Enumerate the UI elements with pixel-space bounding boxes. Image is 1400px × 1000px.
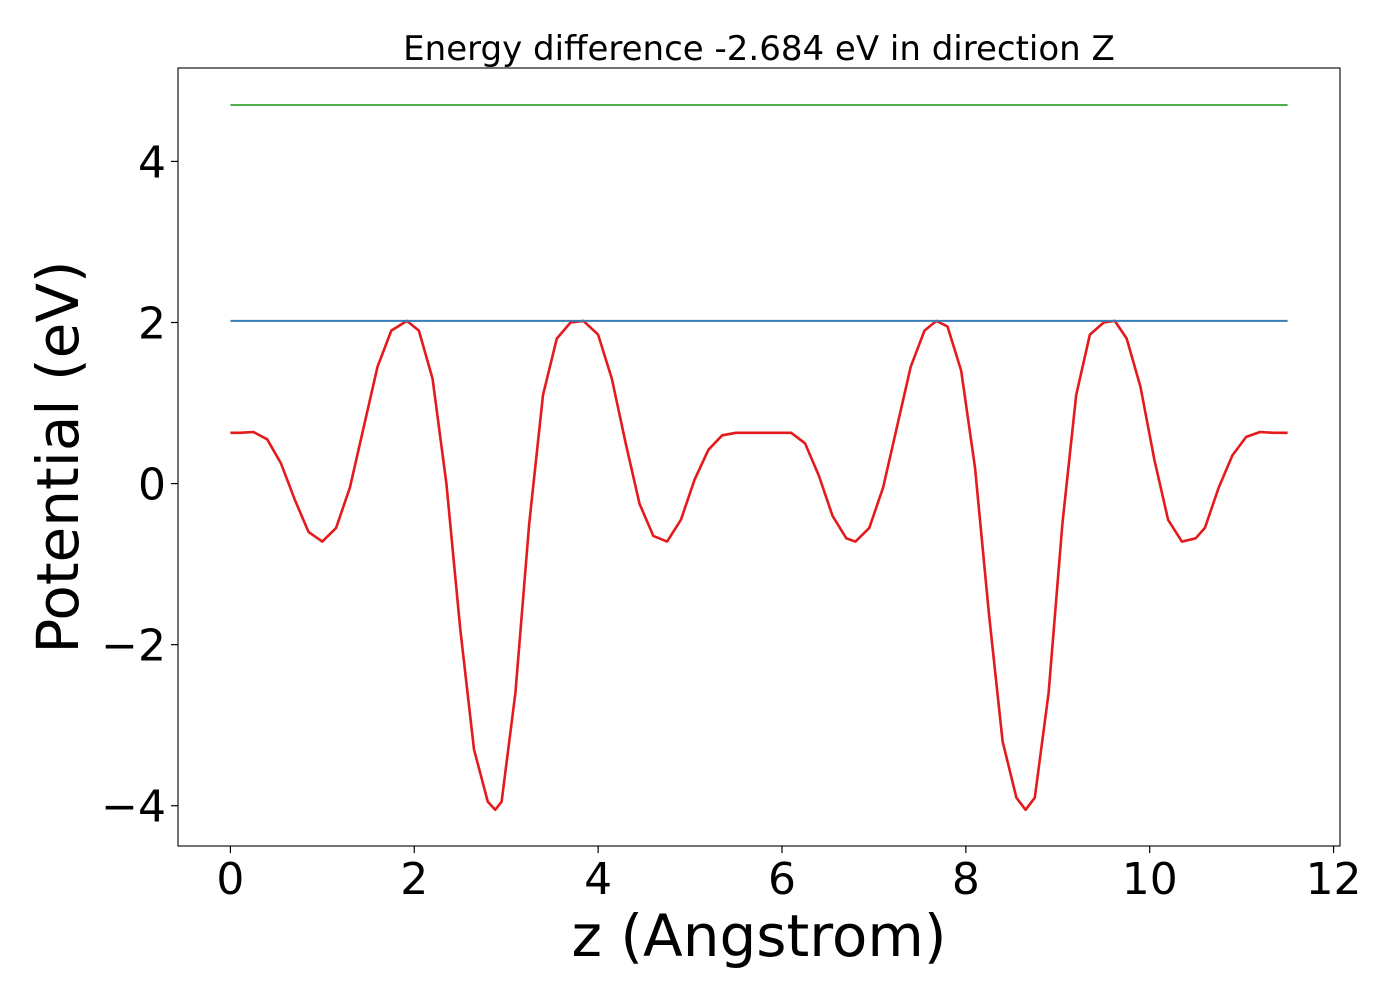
chart-title: Energy difference -2.684 eV in direction… xyxy=(403,29,1115,69)
y-tick-label: 4 xyxy=(138,137,166,188)
series-layer xyxy=(230,104,1288,812)
x-tick-label: 12 xyxy=(1306,854,1362,905)
x-tick-label: 10 xyxy=(1122,854,1178,905)
y-axis-ticks: −4 −2 0 2 4 xyxy=(101,137,178,833)
plot-area-frame xyxy=(177,67,1341,847)
y-tick-label: 0 xyxy=(138,460,166,511)
series-line-1 xyxy=(230,319,1288,812)
x-tick-label: 4 xyxy=(584,854,612,905)
x-axis-ticks: 0 2 4 6 8 10 12 xyxy=(216,846,1362,905)
x-tick-label: 0 xyxy=(216,854,244,905)
x-tick-label: 8 xyxy=(952,854,980,905)
x-tick-label: 6 xyxy=(768,854,796,905)
y-tick-label: −4 xyxy=(101,782,166,833)
y-tick-label: −2 xyxy=(101,621,166,672)
x-axis-label: z (Angstrom) xyxy=(572,902,947,970)
x-tick-label: 2 xyxy=(400,854,428,905)
y-axis-label: Potential (eV) xyxy=(24,260,92,653)
y-tick-label: 2 xyxy=(138,299,166,350)
